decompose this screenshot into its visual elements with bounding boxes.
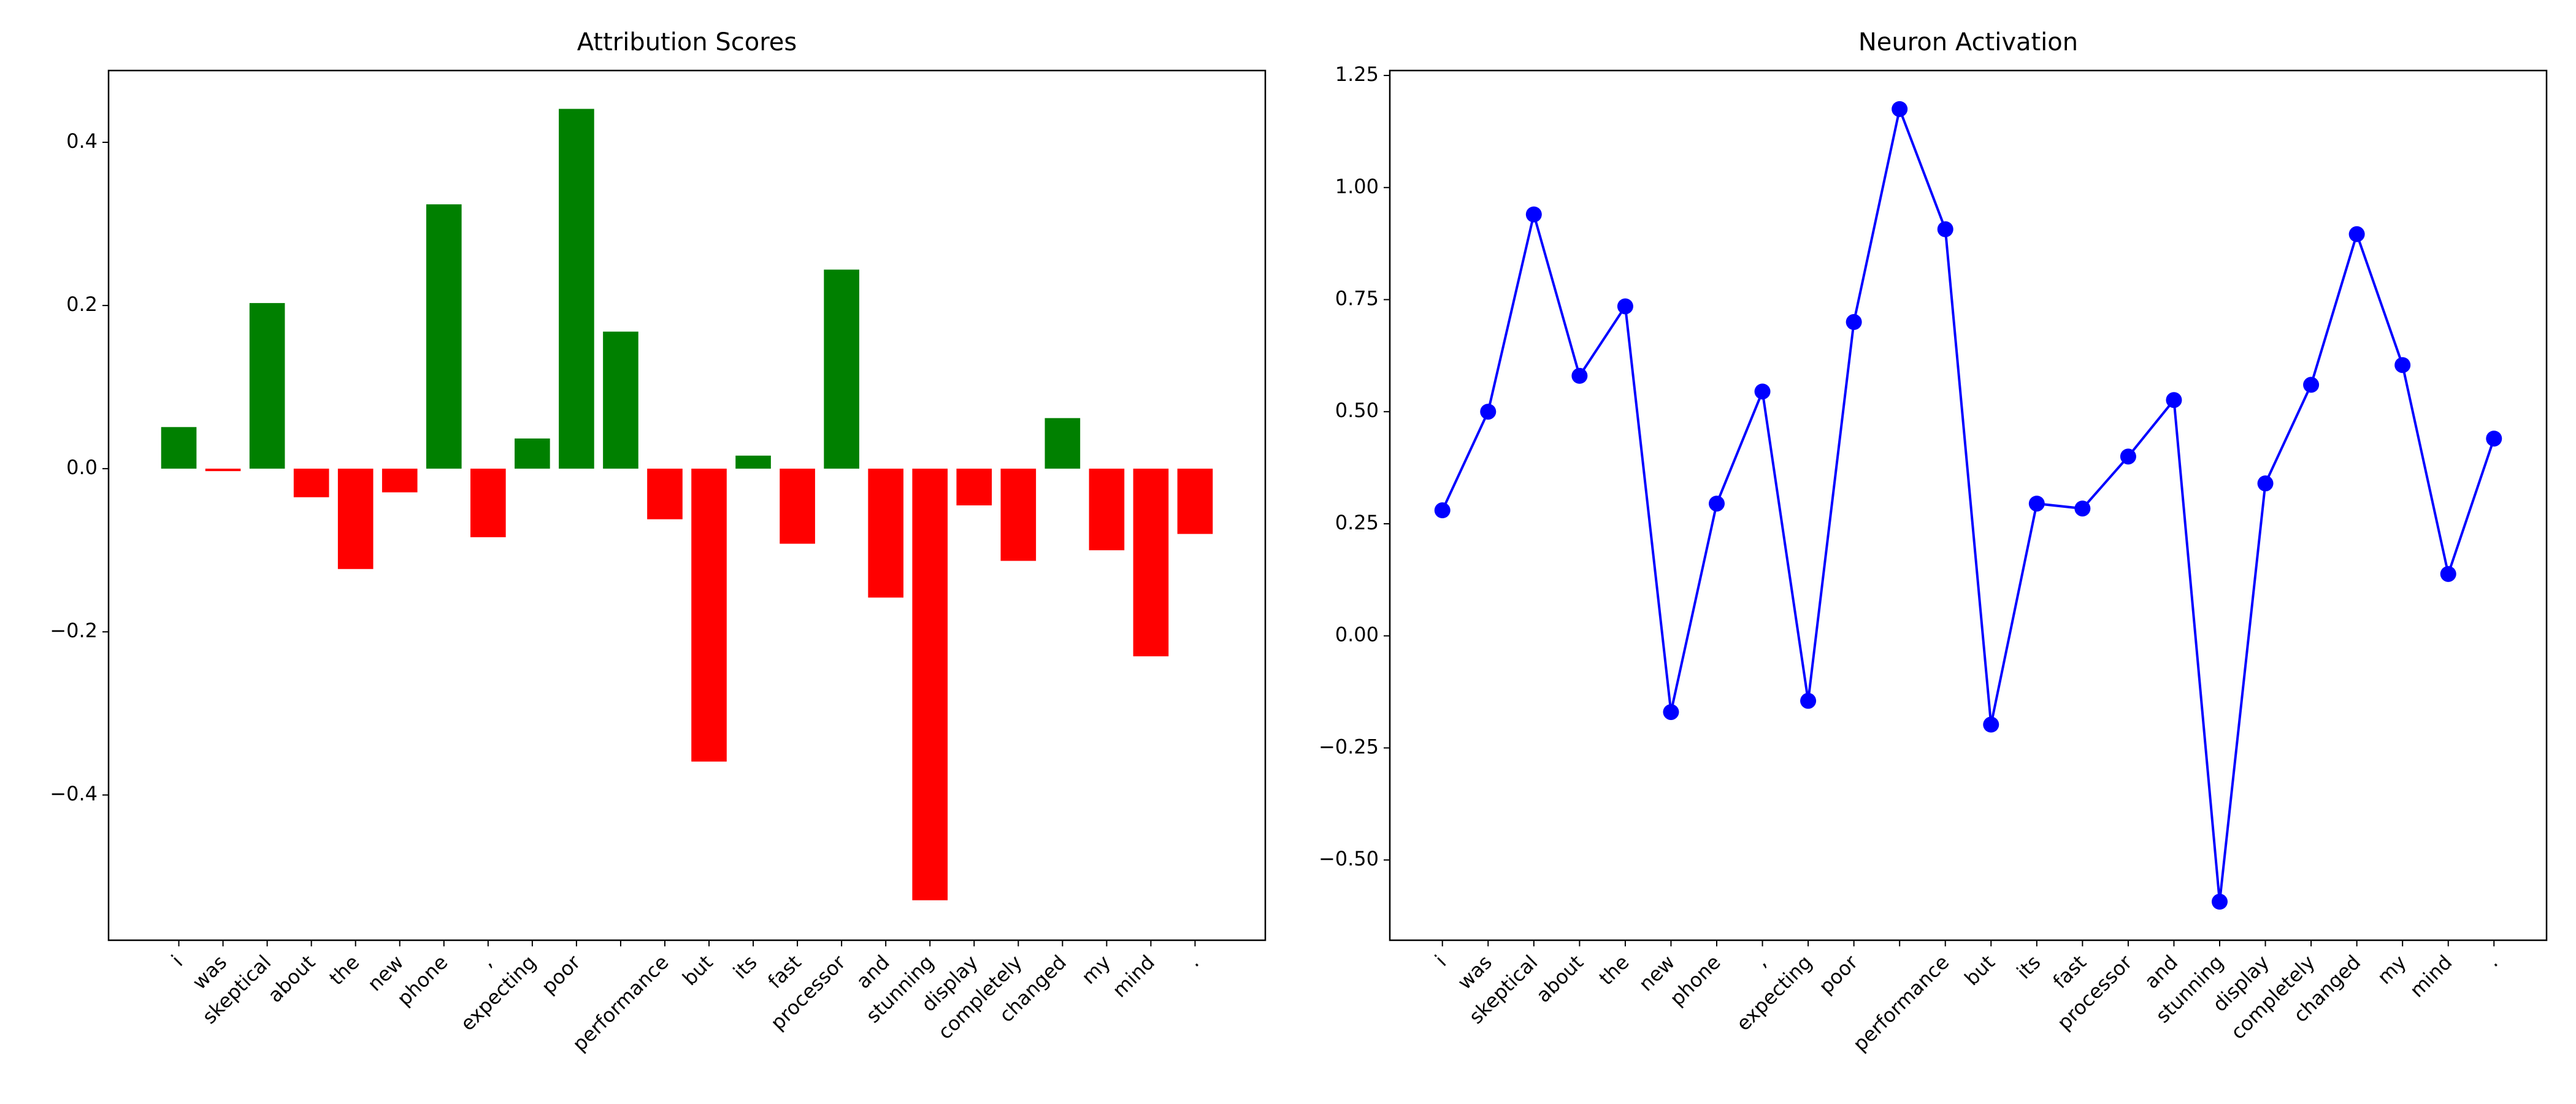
bar (1045, 418, 1081, 469)
y-tick-label: 0.75 (1335, 287, 1379, 310)
y-tick-label: −0.50 (1319, 847, 1379, 870)
x-tick-label: but (678, 951, 717, 990)
x-tick-label: the (324, 951, 364, 990)
point (1663, 703, 1679, 720)
y-tick-label: −0.25 (1319, 735, 1379, 758)
bar (1000, 469, 1037, 561)
bar (381, 469, 418, 493)
bar (824, 269, 859, 469)
bar (647, 469, 683, 519)
bar (559, 109, 594, 469)
bar (1089, 469, 1125, 551)
x-tick-label: i (1430, 951, 1451, 971)
y-tick-label: 0.4 (66, 129, 98, 153)
bar (956, 469, 992, 505)
point (2394, 357, 2411, 374)
x-tick-label: expecting (456, 951, 540, 1035)
bar (470, 469, 506, 537)
line (1441, 104, 2496, 902)
x-tick-label: expecting (1731, 951, 1816, 1035)
x-tick-label: mind (2405, 951, 2456, 1002)
point (2120, 448, 2136, 465)
x-tick-label: . (2482, 951, 2502, 972)
x-tick-label: but (1960, 951, 1999, 990)
bar (1177, 469, 1213, 534)
x-tick-label: phone (1665, 951, 1725, 1011)
x-tick-label: about (1531, 951, 1588, 1007)
x-tick-label: my (1077, 951, 1115, 989)
x-tick-label: , (475, 951, 496, 972)
bar (780, 469, 815, 544)
x-tick-label: , (1750, 951, 1771, 972)
point (1480, 404, 1497, 420)
y-tick-label: −0.4 (50, 782, 98, 805)
point (1709, 496, 1725, 512)
y-tick-label: 0.0 (66, 456, 98, 479)
point (2440, 565, 2456, 582)
bar (1133, 469, 1169, 657)
x-tick-label: its (2012, 951, 2045, 984)
point (2348, 226, 2365, 242)
bar (735, 455, 771, 469)
x-tick-label: performance (1849, 951, 1954, 1056)
y-tick-label: 1.25 (1335, 63, 1379, 86)
bar (912, 469, 948, 900)
chart-title: Attribution Scores (577, 28, 797, 56)
y-tick-label: 0.50 (1335, 399, 1379, 422)
x-tick-label: the (1595, 951, 1634, 990)
x-tick-label: i (167, 951, 187, 971)
x-tick-label: my (2373, 951, 2411, 989)
x-tick-label: phone (393, 951, 453, 1011)
bar (249, 303, 285, 469)
bar (205, 469, 241, 472)
bar (603, 331, 638, 469)
bar (868, 469, 903, 598)
point (1434, 502, 1451, 519)
point (1754, 383, 1771, 400)
point (1571, 367, 1588, 384)
x-tick-label: poor (1814, 950, 1863, 999)
point (1892, 101, 1908, 117)
x-tick-label: its (729, 951, 762, 984)
point (1937, 221, 1953, 237)
y-tick-label: 0.2 (66, 293, 98, 316)
bar (161, 427, 197, 469)
point (1983, 716, 1999, 733)
point (1800, 692, 1817, 709)
point (2166, 392, 2182, 408)
bar (337, 469, 374, 569)
bar (293, 469, 329, 497)
y-tick-label: −0.2 (50, 619, 98, 642)
bar (426, 204, 462, 469)
y-tick-label: 0.00 (1335, 623, 1379, 646)
y-tick-label: 1.00 (1335, 175, 1379, 198)
point (2074, 500, 2091, 517)
point (2257, 475, 2274, 492)
x-tick-label: . (1183, 951, 1203, 972)
point (2486, 431, 2502, 447)
axes-frame (1389, 69, 2548, 941)
bar (691, 469, 727, 762)
y-tick-label: 0.25 (1335, 511, 1379, 534)
axes-frame (107, 69, 1267, 941)
point (1846, 314, 1862, 331)
point (2028, 496, 2045, 512)
x-tick-label: poor (537, 950, 585, 999)
x-tick-label: mind (1108, 951, 1159, 1002)
point (2303, 377, 2320, 393)
point (2212, 894, 2228, 910)
bar (515, 438, 550, 469)
chart-title: Neuron Activation (1858, 28, 2078, 56)
x-tick-label: about (263, 951, 320, 1007)
point (1617, 298, 1633, 315)
point (1525, 206, 1542, 223)
